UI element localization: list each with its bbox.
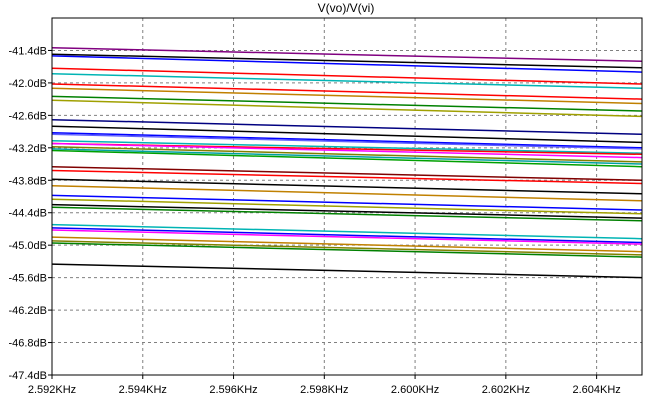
y-tick-label: -47.4dB bbox=[8, 370, 47, 382]
x-tick-label: 2.604KHz bbox=[572, 384, 620, 396]
y-tick-label: -43.8dB bbox=[8, 175, 47, 187]
series-line bbox=[51, 47, 643, 63]
y-tick-label: -42.0dB bbox=[8, 78, 47, 90]
x-tick-label: 2.596KHz bbox=[209, 384, 257, 396]
y-tick-label: -42.6dB bbox=[8, 110, 47, 122]
series-lines bbox=[51, 47, 643, 279]
series-line bbox=[51, 223, 643, 240]
series-line bbox=[51, 148, 643, 165]
y-tick-label: -46.2dB bbox=[8, 305, 47, 317]
series-line bbox=[51, 118, 643, 136]
series-line bbox=[51, 145, 643, 163]
y-tick-label: -45.6dB bbox=[8, 273, 47, 285]
series-line bbox=[51, 198, 643, 215]
y-tick-label: -43.2dB bbox=[8, 143, 47, 155]
series-line bbox=[51, 178, 643, 195]
series-line bbox=[51, 242, 643, 258]
series-line bbox=[51, 140, 643, 154]
chart-title: V(vo)/V(vi) bbox=[318, 1, 375, 15]
y-tick-label: -44.4dB bbox=[8, 208, 47, 220]
series-line bbox=[51, 95, 643, 112]
x-tick-label: 2.594KHz bbox=[119, 384, 167, 396]
plot-frame bbox=[51, 17, 643, 376]
grid bbox=[52, 18, 642, 375]
series-line bbox=[51, 99, 643, 118]
series-line bbox=[51, 53, 643, 69]
series-line bbox=[51, 55, 643, 73]
series-line bbox=[51, 165, 643, 182]
series-line bbox=[51, 240, 643, 256]
x-tick-label: 2.592KHz bbox=[28, 384, 76, 396]
series-line bbox=[51, 149, 643, 168]
x-tick-label: 2.600KHz bbox=[391, 384, 439, 396]
series-line bbox=[51, 131, 643, 149]
y-tick-label: -41.4dB bbox=[8, 45, 47, 57]
series-line bbox=[51, 67, 643, 85]
series-line bbox=[51, 203, 643, 219]
series-line bbox=[51, 169, 643, 185]
series-line bbox=[51, 83, 643, 100]
series-line bbox=[51, 206, 643, 222]
series-line bbox=[51, 87, 643, 105]
series-line bbox=[51, 229, 643, 245]
series-line bbox=[51, 236, 643, 253]
x-tick-label: 2.598KHz bbox=[300, 384, 348, 396]
series-line bbox=[51, 133, 643, 150]
y-tick-label: -45.0dB bbox=[8, 240, 47, 252]
series-line bbox=[51, 125, 643, 144]
series-line bbox=[51, 72, 643, 90]
y-tick-label: -46.8dB bbox=[8, 338, 47, 350]
series-line bbox=[51, 142, 643, 159]
y-axis: -41.4dB -42.0dB -42.6dB -43.2dB -43.8dB -44.4… bbox=[8, 45, 52, 382]
x-axis: 2.592KHz 2.594KHz 2.596KHz 2.598KHz 2.600KHz… bbox=[28, 375, 621, 396]
series-line bbox=[51, 184, 643, 202]
series-line bbox=[51, 227, 643, 244]
series-line bbox=[51, 263, 643, 279]
x-tick-label: 2.602KHz bbox=[482, 384, 530, 396]
series-line bbox=[51, 194, 643, 211]
